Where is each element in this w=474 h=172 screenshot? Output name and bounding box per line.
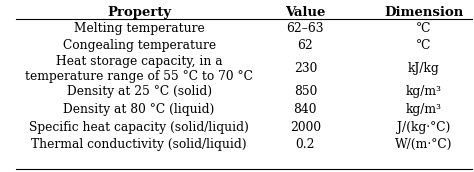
Text: Congealing temperature: Congealing temperature bbox=[63, 39, 216, 52]
Text: 62: 62 bbox=[298, 39, 313, 52]
Text: Density at 80 °C (liquid): Density at 80 °C (liquid) bbox=[64, 103, 215, 116]
Text: 850: 850 bbox=[294, 85, 317, 98]
Text: kg/m³: kg/m³ bbox=[406, 85, 442, 98]
Text: 230: 230 bbox=[294, 62, 317, 75]
Text: 0.2: 0.2 bbox=[296, 138, 315, 151]
Text: 840: 840 bbox=[293, 103, 317, 116]
Text: 62–63: 62–63 bbox=[287, 22, 324, 35]
Text: Melting temperature: Melting temperature bbox=[74, 22, 204, 35]
Text: Thermal conductivity (solid/liquid): Thermal conductivity (solid/liquid) bbox=[31, 138, 247, 151]
Text: J/(kg·°C): J/(kg·°C) bbox=[397, 121, 450, 133]
Text: W/(m·°C): W/(m·°C) bbox=[395, 138, 453, 151]
Text: Dimension: Dimension bbox=[384, 7, 464, 19]
Text: Value: Value bbox=[285, 7, 326, 19]
Text: Property: Property bbox=[107, 7, 171, 19]
Text: kg/m³: kg/m³ bbox=[406, 103, 442, 116]
Text: °C: °C bbox=[416, 22, 431, 35]
Text: kJ/kg: kJ/kg bbox=[408, 62, 439, 75]
Text: Density at 25 °C (solid): Density at 25 °C (solid) bbox=[66, 85, 212, 98]
Text: Heat storage capacity, in a
temperature range of 55 °C to 70 °C: Heat storage capacity, in a temperature … bbox=[25, 55, 253, 83]
Text: Specific heat capacity (solid/liquid): Specific heat capacity (solid/liquid) bbox=[29, 121, 249, 133]
Text: °C: °C bbox=[416, 39, 431, 52]
Text: 2000: 2000 bbox=[290, 121, 321, 133]
